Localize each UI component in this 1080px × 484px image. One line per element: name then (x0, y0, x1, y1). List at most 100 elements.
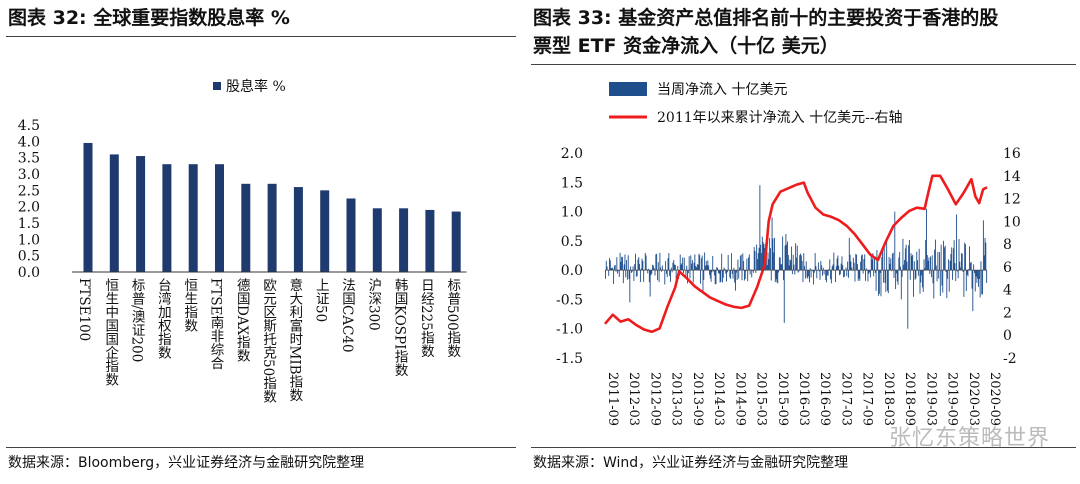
weekly-bar (865, 270, 866, 281)
weekly-bar (814, 253, 816, 271)
weekly-bar (965, 244, 966, 271)
weekly-bar (771, 217, 773, 271)
weekly-bar (832, 264, 834, 271)
left-panel: 图表 32: 全球重要指数股息率 % 股息率 % 4.5 4.0 3.5 3.0 2.5 2… (0, 0, 520, 484)
weekly-bar (856, 254, 858, 271)
weekly-bar (848, 237, 850, 271)
weekly-bar (909, 270, 911, 280)
weekly-bar (615, 270, 617, 272)
legend-swatch (213, 82, 221, 90)
weekly-bar (719, 270, 721, 283)
y-tick-label: 2.0 (18, 200, 40, 216)
weekly-bar (835, 270, 836, 283)
weekly-bar (919, 270, 921, 294)
weekly-bar (672, 262, 674, 271)
weekly-bar (869, 270, 871, 273)
weekly-bar (745, 270, 747, 272)
y-left-tick-label: 0.0 (561, 263, 583, 279)
x-tick-label: 2020-03 (966, 372, 981, 426)
weekly-bar (828, 269, 830, 271)
weekly-bar (708, 265, 710, 271)
weekly-bar (716, 267, 718, 271)
weekly-bar (741, 270, 743, 281)
weekly-bar (782, 236, 784, 271)
x-tick-label: 2012-09 (647, 372, 662, 426)
weekly-bar (777, 270, 779, 284)
weekly-bar (744, 270, 746, 280)
weekly-bar (699, 255, 701, 271)
weekly-bar (976, 270, 978, 283)
weekly-bar (639, 264, 641, 271)
weekly-bar (780, 264, 782, 271)
y-left-tick-label: 2.0 (561, 146, 583, 162)
weekly-bar (631, 270, 632, 273)
weekly-bar (651, 270, 653, 274)
y-right-tick-label: 8 (1003, 237, 1012, 253)
weekly-bar (624, 254, 626, 271)
weekly-bar (739, 267, 741, 271)
weekly-bar (957, 270, 959, 279)
bar (425, 209, 435, 272)
y-right-tick-label: -2 (1003, 351, 1017, 367)
weekly-bar (631, 270, 633, 272)
weekly-bar (774, 270, 776, 283)
weekly-bar (760, 244, 762, 271)
weekly-bar (917, 260, 919, 271)
weekly-bar (709, 270, 710, 275)
weekly-bar (851, 267, 853, 271)
weekly-bar (717, 270, 719, 274)
x-category-label: 欧元区斯托克50指数 (260, 278, 277, 404)
weekly-bar (908, 239, 910, 271)
weekly-bar (845, 267, 847, 271)
weekly-bar (702, 270, 704, 294)
weekly-bar (714, 270, 716, 285)
weekly-bar (630, 266, 632, 271)
weekly-bar (856, 264, 858, 271)
weekly-bar (932, 270, 934, 284)
weekly-bar (743, 270, 745, 281)
y-tick-label: 3.5 (18, 151, 40, 167)
weekly-bar (973, 264, 975, 271)
weekly-bar (809, 268, 811, 271)
weekly-bar (637, 259, 639, 271)
bar (215, 164, 224, 272)
y-tick-label: 0.0 (18, 265, 40, 281)
weekly-bar (683, 257, 685, 271)
weekly-bar (944, 245, 946, 271)
y-left-tick-label: -0.5 (556, 292, 583, 308)
weekly-bar (920, 270, 922, 283)
weekly-bar (840, 263, 842, 271)
weekly-bar (822, 270, 823, 276)
weekly-bar (825, 270, 827, 281)
weekly-bar (790, 260, 792, 271)
weekly-bar (918, 248, 920, 271)
weekly-bar (983, 255, 985, 271)
left-source-rule (6, 447, 516, 448)
weekly-bar (807, 270, 809, 279)
weekly-bar (617, 270, 619, 274)
y-left-tick-label: 1.5 (561, 175, 583, 191)
weekly-bar (855, 253, 857, 271)
weekly-bar (621, 256, 623, 271)
weekly-bar (697, 264, 699, 271)
x-category-label: 恒生中国国企指数 (102, 278, 119, 387)
weekly-bar (685, 270, 687, 276)
weekly-bar (978, 270, 979, 287)
y-right-tick-label: 4 (1003, 283, 1012, 299)
weekly-bar (652, 264, 654, 271)
weekly-bar (696, 264, 698, 271)
weekly-bar (683, 270, 684, 274)
weekly-bar (959, 261, 961, 271)
weekly-bar (652, 265, 654, 271)
weekly-bar (926, 255, 928, 271)
weekly-bar (852, 257, 854, 271)
weekly-bar (864, 254, 866, 271)
weekly-bar (981, 270, 983, 295)
weekly-bar (747, 270, 749, 282)
weekly-bar (908, 245, 910, 271)
weekly-bar (638, 257, 640, 271)
weekly-bar (666, 270, 668, 278)
y-left-tick-label: 1.0 (561, 205, 583, 221)
weekly-bar (635, 253, 636, 271)
weekly-bar (880, 270, 882, 297)
